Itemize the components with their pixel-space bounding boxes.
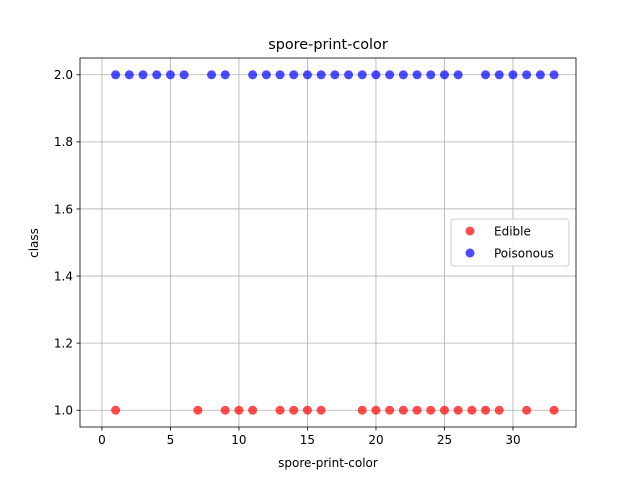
data-point-edible <box>439 405 449 415</box>
y-tick-label: 1.6 <box>54 202 73 216</box>
data-point-edible <box>234 405 244 415</box>
y-axis-label: class <box>27 228 41 258</box>
data-point-poisonous <box>522 70 532 80</box>
y-tick-label: 2.0 <box>54 68 73 82</box>
data-point-poisonous <box>439 70 449 80</box>
data-point-edible <box>412 405 422 415</box>
data-point-edible <box>111 405 121 415</box>
data-point-edible <box>193 405 203 415</box>
data-point-edible <box>220 405 230 415</box>
data-point-poisonous <box>165 70 175 80</box>
data-point-poisonous <box>481 70 491 80</box>
legend-label-edible: Edible <box>494 225 531 239</box>
x-tick-label: 25 <box>437 433 452 447</box>
data-point-edible <box>357 405 367 415</box>
data-point-poisonous <box>152 70 162 80</box>
legend-marker-edible <box>465 226 475 236</box>
data-point-edible <box>453 405 463 415</box>
data-point-edible <box>289 405 299 415</box>
data-point-poisonous <box>124 70 134 80</box>
data-point-poisonous <box>535 70 545 80</box>
plot-frame <box>79 57 577 428</box>
data-point-poisonous <box>220 70 230 80</box>
x-tick-label: 15 <box>300 433 315 447</box>
data-point-poisonous <box>316 70 326 80</box>
data-point-poisonous <box>275 70 285 80</box>
y-tick-label: 1.2 <box>54 336 73 350</box>
data-point-poisonous <box>207 70 217 80</box>
data-point-edible <box>494 405 504 415</box>
y-tick-label: 1.0 <box>54 404 73 418</box>
grid <box>80 58 576 427</box>
legend-box <box>450 218 570 267</box>
data-point-poisonous <box>289 70 299 80</box>
x-tick-label: 0 <box>98 433 106 447</box>
data-point-poisonous <box>385 70 395 80</box>
x-axis-label: spore-print-color <box>278 456 378 470</box>
y-axis-ticks: 1.0 1.2 1.4 1.6 1.8 2.0 <box>54 68 80 418</box>
data-point-edible <box>398 405 408 415</box>
data-point-poisonous <box>248 70 258 80</box>
data-point-poisonous <box>494 70 504 80</box>
data-point-edible <box>385 405 395 415</box>
data-point-edible <box>426 405 436 415</box>
y-tick-label: 1.8 <box>54 135 73 149</box>
x-tick-label: 5 <box>167 433 175 447</box>
legend-marker-poisonous <box>465 248 475 258</box>
data-point-poisonous <box>426 70 436 80</box>
legend-label-poisonous: Poisonous <box>494 247 554 261</box>
data-point-poisonous <box>453 70 463 80</box>
chart-title: spore-print-color <box>268 37 388 53</box>
data-point-edible <box>275 405 285 415</box>
data-points <box>111 70 559 415</box>
data-point-edible <box>371 405 381 415</box>
data-point-edible <box>522 405 532 415</box>
data-point-poisonous <box>330 70 340 80</box>
data-point-poisonous <box>412 70 422 80</box>
data-point-edible <box>316 405 326 415</box>
data-point-poisonous <box>302 70 312 80</box>
data-point-poisonous <box>138 70 148 80</box>
data-point-poisonous <box>549 70 559 80</box>
data-point-poisonous <box>357 70 367 80</box>
data-point-edible <box>481 405 491 415</box>
data-point-edible <box>549 405 559 415</box>
y-tick-label: 1.4 <box>54 269 73 283</box>
legend: Edible Poisonous <box>450 218 570 267</box>
data-point-poisonous <box>508 70 518 80</box>
data-point-edible <box>248 405 258 415</box>
x-axis-ticks: 0 5 10 15 20 25 30 <box>98 427 521 447</box>
x-tick-label: 20 <box>368 433 383 447</box>
data-point-edible <box>467 405 477 415</box>
x-tick-label: 10 <box>231 433 246 447</box>
data-point-poisonous <box>371 70 381 80</box>
x-tick-label: 30 <box>505 433 520 447</box>
data-point-poisonous <box>179 70 189 80</box>
data-point-poisonous <box>111 70 121 80</box>
data-point-edible <box>302 405 312 415</box>
data-point-poisonous <box>261 70 271 80</box>
data-point-poisonous <box>398 70 408 80</box>
data-point-poisonous <box>344 70 354 80</box>
